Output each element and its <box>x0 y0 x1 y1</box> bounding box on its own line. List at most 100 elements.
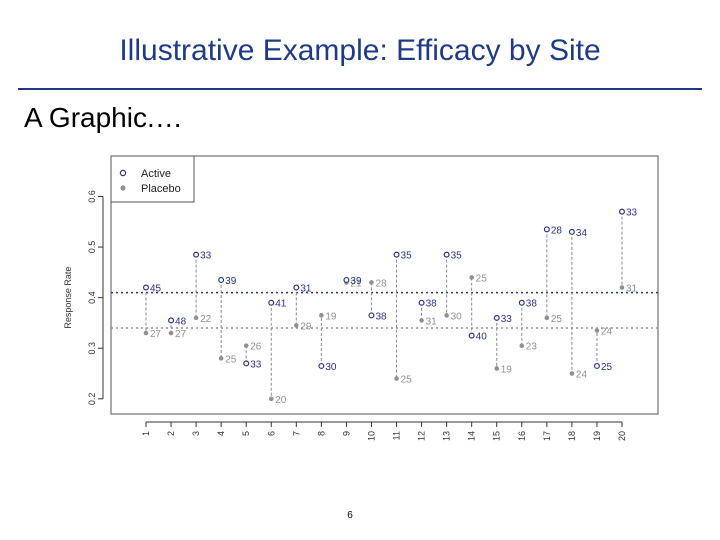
placebo-point-label: 25 <box>476 273 488 284</box>
reference-lines <box>111 291 658 329</box>
placebo-point-label: 28 <box>375 278 387 289</box>
active-point <box>318 362 325 369</box>
placebo-point <box>494 366 500 371</box>
x-tick-label: 3 <box>191 431 201 436</box>
active-point <box>343 276 350 283</box>
active-point-label: 41 <box>275 299 287 310</box>
placebo-point <box>193 315 199 321</box>
legend: Active Placebo <box>110 155 195 203</box>
x-tick-label: 6 <box>266 431 276 436</box>
placebo-point <box>519 343 525 349</box>
active-point-label: 39 <box>225 276 237 287</box>
placebo-point-label: 23 <box>526 342 538 353</box>
placebo-point-label: 20 <box>275 395 287 406</box>
placebo-point-label: 19 <box>501 364 513 375</box>
placebo-point <box>619 285 625 290</box>
active-point <box>543 226 550 233</box>
placebo-point-label: 22 <box>200 314 212 325</box>
x-tick-label: 2 <box>166 431 176 436</box>
placebo-point-label: 31 <box>626 284 638 295</box>
x-tick-label: 12 <box>417 431 427 441</box>
placebo-point-label: 21 <box>350 278 362 289</box>
legend-active-label: Active <box>141 168 171 180</box>
placebo-point <box>294 323 299 328</box>
y-axis: 0.2 0.3 0.4 0.5 0.6 Response Rate <box>63 190 104 406</box>
x-tick-label: 9 <box>341 431 351 436</box>
x-tick-label: 5 <box>241 431 251 436</box>
active-point <box>268 299 275 306</box>
active-point-label: 25 <box>601 362 613 373</box>
legend-placebo-label: Placebo <box>141 183 181 195</box>
active-point-label: 35 <box>401 251 413 262</box>
active-point <box>618 208 625 215</box>
placebo-point <box>444 313 449 318</box>
placebo-point-label: 19 <box>325 311 337 322</box>
active-point-label: 39 <box>350 276 362 287</box>
active-point <box>393 251 400 258</box>
title-divider <box>18 88 702 90</box>
active-point <box>468 332 475 339</box>
placebo-point <box>218 356 224 361</box>
placebo-point-label: 24 <box>601 327 613 338</box>
x-tick-label: 20 <box>617 431 627 441</box>
placebo-point-label: 25 <box>401 375 413 386</box>
active-point <box>568 228 575 235</box>
active-point-label: 34 <box>576 228 588 239</box>
legend-active-marker <box>119 169 127 177</box>
active-point <box>168 317 175 324</box>
placebo-point <box>268 396 274 402</box>
x-tick-label: 1 <box>141 431 151 436</box>
x-tick-label: 4 <box>216 431 226 436</box>
active-point-label: 35 <box>451 251 463 262</box>
active-point-label: 33 <box>626 208 638 219</box>
placebo-point <box>243 343 249 349</box>
active-point-label: 38 <box>526 299 538 310</box>
active-point-label: 30 <box>325 362 337 373</box>
active-point-label: 33 <box>501 314 513 325</box>
placebo-point-label: 24 <box>576 370 588 381</box>
placebo-point-label: 27 <box>175 329 187 340</box>
x-tick-label: 11 <box>392 431 402 440</box>
site-connectors <box>145 211 623 399</box>
x-tick-label: 15 <box>492 431 502 441</box>
placebo-point-label: 25 <box>551 314 563 325</box>
active-point <box>243 360 250 367</box>
slide-title: Illustrative Example: Efficacy by Site <box>119 34 601 67</box>
x-tick-label: 17 <box>542 431 552 441</box>
placebo-point <box>419 318 424 323</box>
x-tick-label: 18 <box>567 431 577 441</box>
x-tick-label: 8 <box>316 431 326 436</box>
placebo-point <box>143 330 149 336</box>
y-tick-label: 0.2 <box>87 393 97 406</box>
placebo-point <box>569 371 575 376</box>
x-tick-label: 19 <box>592 431 602 441</box>
x-tick-label: 13 <box>442 431 452 441</box>
placebo-point-label: 29 <box>300 321 312 332</box>
y-tick-label: 0.3 <box>87 342 97 355</box>
active-point <box>418 299 425 306</box>
active-point <box>518 299 525 306</box>
placebo-point-label: 27 <box>150 329 162 340</box>
placebo-point <box>544 315 550 321</box>
y-tick-label: 0.5 <box>87 241 97 254</box>
placebo-point <box>319 313 324 318</box>
active-point <box>368 312 375 319</box>
y-tick-label: 0.6 <box>87 190 97 203</box>
y-tick-label: 0.4 <box>87 291 97 304</box>
placebo-point <box>394 376 399 381</box>
y-axis-label: Response Rate <box>63 267 73 329</box>
page-number: 6 <box>347 510 353 521</box>
x-tick-label: 10 <box>366 431 376 441</box>
active-point-label: 38 <box>375 311 387 322</box>
active-point-label: 45 <box>150 284 162 295</box>
active-point <box>443 251 450 258</box>
legend-placebo-marker <box>120 185 126 191</box>
x-tick-label: 16 <box>517 431 527 441</box>
x-tick-label: 7 <box>291 431 301 436</box>
active-point-label: 38 <box>426 299 438 310</box>
active-point <box>218 276 225 283</box>
active-point-label: 33 <box>250 359 262 370</box>
active-point-label: 40 <box>476 332 488 343</box>
placebo-point-label: 31 <box>426 316 438 327</box>
